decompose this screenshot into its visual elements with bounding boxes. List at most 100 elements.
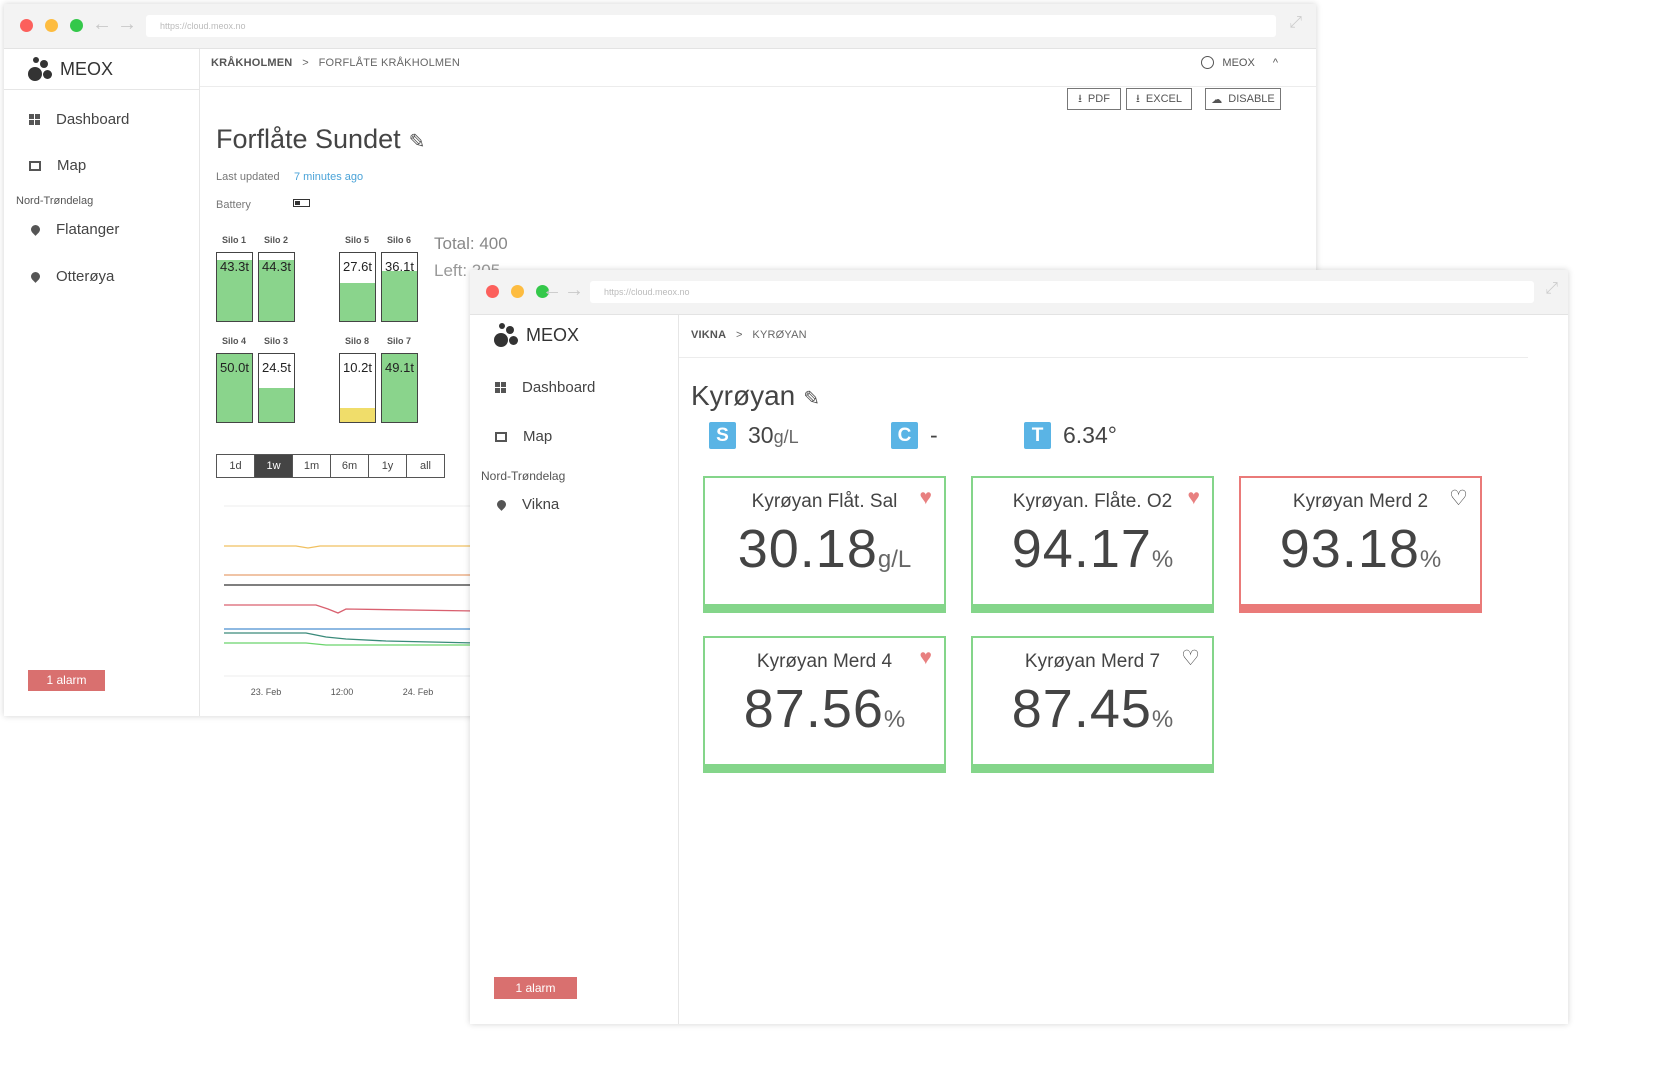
silo-gauge[interactable]: 44.3t bbox=[258, 252, 295, 322]
site-otteroya[interactable]: Otterøya bbox=[29, 268, 114, 285]
meox-logo-icon bbox=[494, 323, 518, 347]
maximize-window-button[interactable] bbox=[70, 19, 83, 32]
forward-arrow-icon[interactable]: → bbox=[564, 279, 584, 301]
sidebar-divider bbox=[4, 89, 199, 90]
tile-name: Kyrøyan Merd 4 bbox=[756, 651, 893, 672]
silo-value: 27.6t bbox=[343, 259, 372, 274]
silo-gauge[interactable]: 24.5t bbox=[258, 353, 295, 423]
tile-unit: % bbox=[1419, 546, 1442, 573]
silo-gauge[interactable]: 10.2t bbox=[339, 353, 376, 423]
close-window-button[interactable] bbox=[486, 285, 499, 298]
breadcrumb-parent[interactable]: VIKNA bbox=[691, 329, 727, 341]
heart-filled-icon[interactable]: ♥ bbox=[1187, 486, 1200, 509]
silo-value: 24.5t bbox=[262, 360, 291, 375]
logo-text: MEOX bbox=[526, 324, 580, 345]
minimize-window-button[interactable] bbox=[511, 285, 524, 298]
fullscreen-icon[interactable]: ⤢ bbox=[1545, 280, 1558, 297]
dashboard-icon bbox=[495, 382, 506, 393]
map-icon bbox=[495, 431, 507, 442]
address-bar[interactable]: https://cloud.meox.no bbox=[146, 15, 1276, 37]
fullscreen-icon[interactable]: ⤢ bbox=[1289, 14, 1302, 31]
silo-gauge[interactable]: 49.1t bbox=[381, 353, 418, 423]
salinity-unit: g/L bbox=[773, 427, 799, 447]
minimize-window-button[interactable] bbox=[45, 19, 58, 32]
forward-arrow-icon[interactable]: → bbox=[117, 13, 137, 35]
breadcrumb: KRÅKHOLMEN > FORFLÅTE KRÅKHOLMEN bbox=[211, 57, 460, 69]
sensor-tile[interactable]: Kyrøyan Flåt. Sal ♥ 30.18g/L bbox=[703, 476, 946, 613]
sensor-tile[interactable]: Kyrøyan. Flåte. O2 ♥ 94.17% bbox=[971, 476, 1214, 613]
site-flatanger-label: Flatanger bbox=[56, 221, 120, 238]
edit-pencil-icon[interactable]: ✎ bbox=[803, 388, 821, 410]
heart-filled-icon[interactable]: ♥ bbox=[919, 486, 932, 509]
user-menu[interactable]: MEOX ^ bbox=[1201, 56, 1278, 69]
nav-dashboard[interactable]: Dashboard bbox=[29, 111, 129, 128]
back-arrow-icon[interactable]: ← bbox=[542, 279, 562, 301]
tile-value-number: 93.18 bbox=[1279, 519, 1420, 579]
battery-icon bbox=[293, 199, 310, 207]
page-title-text: Kyrøyan bbox=[691, 380, 796, 411]
back-arrow-icon[interactable]: ← bbox=[92, 13, 112, 35]
silo-fill-level bbox=[340, 282, 375, 321]
range-6m[interactable]: 6m bbox=[331, 455, 369, 477]
heart-filled-icon[interactable]: ♥ bbox=[919, 646, 932, 669]
silo-label: Silo 3 bbox=[264, 336, 289, 346]
range-1w[interactable]: 1w bbox=[255, 455, 293, 477]
salinity-badge: S bbox=[709, 422, 736, 449]
silo-gauge[interactable]: 43.3t bbox=[216, 252, 253, 322]
cloud-off-icon: ☁ bbox=[1211, 93, 1223, 106]
breadcrumb-separator: > bbox=[736, 329, 743, 341]
x-tick-label: 23. Feb bbox=[251, 687, 282, 697]
maximize-window-button[interactable] bbox=[536, 285, 549, 298]
range-1m[interactable]: 1m bbox=[293, 455, 331, 477]
nav-map[interactable]: Map bbox=[29, 157, 86, 174]
site-flatanger[interactable]: Flatanger bbox=[29, 221, 120, 238]
range-1d[interactable]: 1d bbox=[217, 455, 255, 477]
close-window-button[interactable] bbox=[20, 19, 33, 32]
front-title-bar: ← → https://cloud.meox.no ⤢ bbox=[470, 270, 1568, 315]
salinity-value: 30 bbox=[748, 422, 774, 448]
tile-name: Kyrøyan Flåt. Sal bbox=[751, 491, 898, 512]
x-tick-label: 12:00 bbox=[331, 687, 354, 697]
silo-gauge[interactable]: 27.6t bbox=[339, 252, 376, 322]
silo-gauge[interactable]: 50.0t bbox=[216, 353, 253, 423]
silo-value: 10.2t bbox=[343, 360, 372, 375]
location-pin-icon bbox=[495, 498, 508, 511]
tile-status-bar bbox=[703, 764, 946, 773]
nav-map[interactable]: Map bbox=[495, 428, 552, 445]
meox-logo[interactable]: MEOX bbox=[494, 323, 579, 347]
alarm-button[interactable]: 1 alarm bbox=[28, 670, 105, 691]
excel-button[interactable]: ⭳ EXCEL bbox=[1126, 88, 1192, 110]
silo-fill-level bbox=[217, 354, 252, 422]
pdf-button[interactable]: ⭳ PDF bbox=[1067, 88, 1121, 110]
tile-name: Kyrøyan. Flåte. O2 bbox=[1012, 491, 1173, 512]
sensor-tile[interactable]: Kyrøyan Merd 2 ♡ 93.18% bbox=[1239, 476, 1482, 613]
tile-value: 87.56% bbox=[705, 678, 944, 740]
silo-value: 50.0t bbox=[220, 360, 249, 375]
edit-pencil-icon[interactable]: ✎ bbox=[408, 131, 426, 153]
nav-dashboard-label: Dashboard bbox=[522, 379, 596, 396]
nav-dashboard[interactable]: Dashboard bbox=[495, 379, 595, 396]
tile-name: Kyrøyan Merd 2 bbox=[1292, 491, 1429, 512]
chart-series-line bbox=[224, 604, 476, 614]
front-browser-window: ← → https://cloud.meox.no ⤢ MEOX Dashboa… bbox=[470, 270, 1568, 1024]
meox-logo[interactable]: MEOX bbox=[28, 57, 113, 81]
range-all[interactable]: all bbox=[419, 460, 431, 472]
site-vikna[interactable]: Vikna bbox=[495, 496, 559, 513]
tile-value-number: 30.18 bbox=[737, 519, 878, 579]
breadcrumb-parent[interactable]: KRÅKHOLMEN bbox=[211, 57, 293, 69]
heart-outline-icon[interactable]: ♡ bbox=[1449, 487, 1468, 510]
page-title: Forflåte Sundet ✎ bbox=[216, 124, 425, 155]
c-badge: C bbox=[891, 422, 918, 449]
sensor-tile[interactable]: Kyrøyan Merd 7 ♡ 87.45% bbox=[971, 636, 1214, 773]
range-1y[interactable]: 1y bbox=[369, 455, 407, 477]
front-sidebar: MEOX Dashboard Map Nord-Trøndelag Vikna … bbox=[470, 315, 679, 1024]
silo-label: Silo 4 bbox=[222, 336, 247, 346]
sensor-tile[interactable]: Kyrøyan Merd 4 ♥ 87.56% bbox=[703, 636, 946, 773]
silo-fill-level bbox=[382, 270, 417, 321]
silo-gauge[interactable]: 36.1t bbox=[381, 252, 418, 322]
address-bar[interactable]: https://cloud.meox.no bbox=[590, 281, 1534, 303]
alarm-button[interactable]: 1 alarm bbox=[494, 977, 577, 999]
disable-button[interactable]: ☁ DISABLE bbox=[1205, 88, 1281, 110]
back-title-bar: ← → https://cloud.meox.no ⤢ bbox=[4, 4, 1316, 49]
heart-outline-icon[interactable]: ♡ bbox=[1181, 647, 1200, 670]
